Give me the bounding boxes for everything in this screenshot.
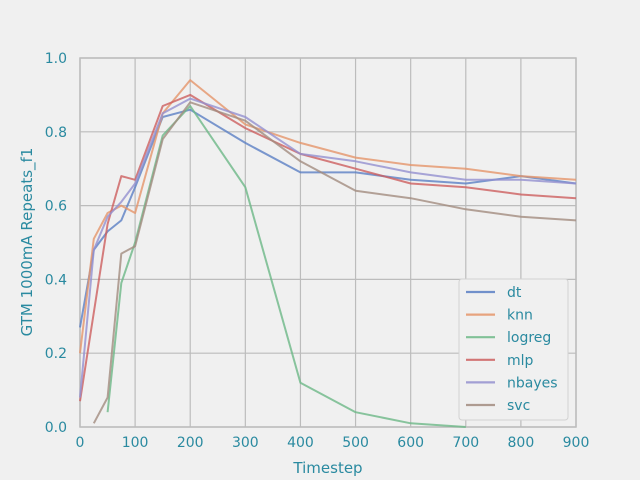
- x-tick-label: 200: [177, 435, 204, 451]
- y-tick-label: 0.6: [45, 199, 67, 215]
- legend-label-svc: svc: [507, 398, 530, 414]
- x-tick-label: 500: [342, 435, 369, 451]
- y-tick-label: 1.0: [45, 51, 67, 67]
- legend: dt knn logreg mlp nbayes svc: [458, 278, 569, 421]
- grid: [79, 57, 577, 428]
- series-line-nbayes: [79, 97, 577, 398]
- x-tick-label: 100: [122, 435, 149, 451]
- series-line-svc: [92, 101, 577, 424]
- x-tick-label: 400: [287, 435, 314, 451]
- legend-label-mlp: mlp: [507, 353, 534, 369]
- y-axis-ticks: 0.0 0.2 0.4 0.6 0.8 1.0: [45, 51, 67, 436]
- x-tick-label: 800: [508, 435, 535, 451]
- legend-label-nbayes: nbayes: [507, 375, 558, 391]
- series-line-knn: [79, 79, 577, 354]
- y-tick-label: 0.4: [45, 272, 67, 288]
- x-tick-label: 0: [76, 435, 85, 451]
- x-tick-label: 300: [232, 435, 259, 451]
- x-axis-ticks: 0 100 200 300 400 500 600 700 800 900: [76, 435, 590, 451]
- y-axis-label: GTM 1000mA Repeats_f1: [18, 148, 37, 337]
- y-tick-label: 0.2: [45, 346, 67, 362]
- legend-label-knn: knn: [507, 308, 533, 324]
- series-lines: [79, 79, 577, 428]
- x-tick-label: 900: [563, 435, 590, 451]
- y-tick-label: 0.8: [45, 125, 67, 141]
- x-axis-label: Timestep: [292, 459, 362, 477]
- legend-label-dt: dt: [507, 285, 522, 301]
- x-tick-label: 600: [397, 435, 424, 451]
- series-line-logreg: [106, 105, 466, 428]
- series-line-dt: [79, 108, 577, 328]
- y-tick-label: 0.0: [45, 420, 67, 436]
- x-tick-label: 700: [452, 435, 479, 451]
- legend-label-logreg: logreg: [507, 330, 551, 346]
